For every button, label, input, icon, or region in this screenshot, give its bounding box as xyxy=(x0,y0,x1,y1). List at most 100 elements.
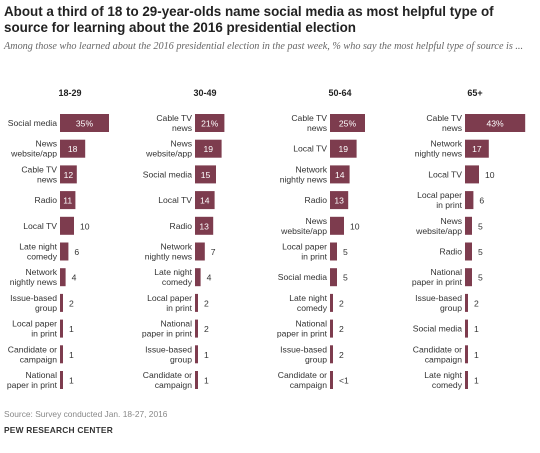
panel-title: 30-49 xyxy=(193,88,216,98)
bar xyxy=(465,371,468,389)
category-label: Late night comedy xyxy=(289,293,327,313)
category-label: Network nightly news xyxy=(10,267,58,287)
category-label: Local TV xyxy=(428,169,462,179)
value-label: 1 xyxy=(69,376,74,386)
category-label: Candidate or campaign xyxy=(413,344,462,364)
bar xyxy=(465,242,472,261)
bar xyxy=(60,371,63,389)
value-label: 10 xyxy=(80,221,90,231)
category-label: Local TV xyxy=(23,221,57,231)
bar xyxy=(195,216,214,235)
bar xyxy=(330,242,337,261)
value-label: 7 xyxy=(211,247,216,257)
bar xyxy=(330,139,357,158)
value-label: 6 xyxy=(479,196,484,206)
value-label: 2 xyxy=(339,324,344,334)
category-label: News website/app xyxy=(280,216,327,236)
category-label: Social media xyxy=(413,324,462,334)
category-label: Local paper in print xyxy=(282,242,328,262)
bar xyxy=(465,139,489,158)
value-label: 13 xyxy=(199,221,209,231)
bar xyxy=(465,114,526,132)
panel-4: 65+ Cable TV news 43% Network nightly news 17 L… xyxy=(412,88,526,390)
value-label: 4 xyxy=(207,273,212,283)
value-label: 5 xyxy=(478,273,483,283)
bar xyxy=(465,216,472,235)
category-label: Issue-based group xyxy=(10,293,57,313)
bar xyxy=(60,165,77,184)
chart-title: About a third of 18 to 29-year-olds name… xyxy=(4,4,494,35)
category-label: National paper in print xyxy=(142,319,193,339)
panel-title: 50-64 xyxy=(328,88,351,98)
category-label: Local paper in print xyxy=(417,190,463,210)
bar xyxy=(195,268,201,287)
bar xyxy=(330,319,333,338)
value-label: 10 xyxy=(485,170,495,180)
bar xyxy=(465,345,468,364)
bar xyxy=(330,268,337,287)
bar xyxy=(465,165,479,184)
category-label: Radio xyxy=(170,221,193,231)
value-label: 6 xyxy=(74,247,79,257)
value-label: <1 xyxy=(339,376,349,386)
value-label: 1 xyxy=(204,350,209,360)
bar xyxy=(195,114,225,132)
bar xyxy=(195,293,198,312)
bar xyxy=(60,139,86,158)
category-label: Network nightly news xyxy=(415,139,463,159)
category-label: Cable TV news xyxy=(21,164,57,184)
value-label: 2 xyxy=(69,298,74,308)
category-label: Late night comedy xyxy=(19,242,57,262)
category-label: Radio xyxy=(305,195,328,205)
category-label: National paper in print xyxy=(277,319,328,339)
bar xyxy=(195,165,216,184)
category-label: Local TV xyxy=(158,195,192,205)
category-label: Issue-based group xyxy=(280,344,327,364)
value-label: 18 xyxy=(68,144,78,154)
value-label: 17 xyxy=(472,144,482,154)
bar xyxy=(60,319,63,338)
bar xyxy=(330,191,349,210)
value-label: 14 xyxy=(200,196,210,206)
value-label: 12 xyxy=(64,170,74,180)
bar xyxy=(330,371,333,389)
category-label: Candidate or campaign xyxy=(8,344,57,364)
category-label: Local paper in print xyxy=(147,293,193,313)
panel-3: 50-64 Cable TV news 25% Local TV 19 Network nig… xyxy=(277,88,365,390)
value-label: 5 xyxy=(343,273,348,283)
value-label: 21% xyxy=(201,119,219,129)
bar xyxy=(195,345,198,364)
bar xyxy=(195,139,222,158)
category-label: Local TV xyxy=(293,144,327,154)
bar xyxy=(330,345,333,364)
category-label: Cable TV news xyxy=(156,113,192,133)
bar xyxy=(195,371,198,389)
value-label: 14 xyxy=(335,170,345,180)
category-label: Radio xyxy=(35,195,58,205)
value-label: 2 xyxy=(474,298,479,308)
value-label: 1 xyxy=(69,350,74,360)
value-label: 1 xyxy=(474,324,479,334)
category-label: Network nightly news xyxy=(280,164,328,184)
category-label: Social media xyxy=(8,118,57,128)
value-label: 5 xyxy=(478,247,483,257)
bar xyxy=(60,114,109,132)
bar xyxy=(60,216,74,235)
value-label: 25% xyxy=(339,119,357,129)
value-label: 13 xyxy=(334,196,344,206)
value-label: 5 xyxy=(343,247,348,257)
value-label: 11 xyxy=(63,196,72,206)
bar xyxy=(465,191,474,210)
bar xyxy=(330,293,333,312)
bar xyxy=(60,345,63,364)
value-label: 19 xyxy=(204,144,214,154)
panel-2: 30-49 Cable TV news 21% News website/app 19 Soc… xyxy=(142,88,225,390)
value-label: 1 xyxy=(474,350,479,360)
category-label: Social media xyxy=(278,272,327,282)
category-label: News website/app xyxy=(10,139,57,159)
bar-chart-panels: 18-29 Social media 35% News website/app 18 Cab… xyxy=(7,88,526,390)
panel-title: 65+ xyxy=(467,88,482,98)
bar xyxy=(195,319,198,338)
bar xyxy=(60,293,63,312)
category-label: News website/app xyxy=(145,139,192,159)
